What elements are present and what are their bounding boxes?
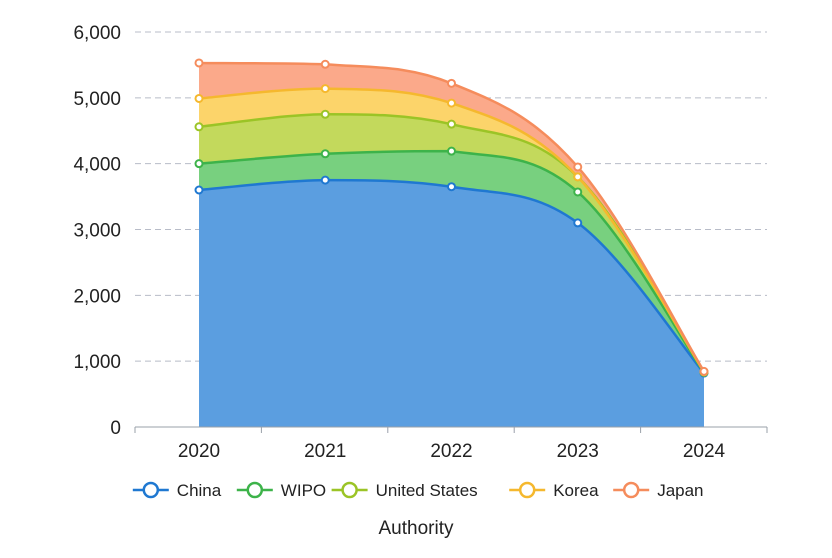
- y-tick-label: 6,000: [73, 23, 121, 44]
- x-tick-label: 2020: [178, 441, 220, 462]
- data-point: [448, 100, 455, 107]
- data-point: [701, 368, 708, 375]
- legend-marker: [624, 483, 638, 497]
- legend-label: China: [177, 481, 222, 500]
- y-tick-label: 5,000: [73, 89, 121, 110]
- data-point: [574, 188, 581, 195]
- data-point: [322, 111, 329, 118]
- x-tick-label: 2021: [304, 441, 346, 462]
- data-point: [574, 163, 581, 170]
- legend-marker: [248, 483, 262, 497]
- legend-marker: [343, 483, 357, 497]
- legend-label: Korea: [553, 481, 599, 500]
- data-point: [574, 173, 581, 180]
- legend-item-china: China: [133, 481, 222, 500]
- legend-marker: [144, 483, 158, 497]
- data-point: [322, 177, 329, 184]
- legend-item-japan: Japan: [613, 481, 703, 500]
- data-point: [196, 123, 203, 130]
- y-tick-label: 3,000: [73, 221, 121, 242]
- y-axis-ticks: 0 1,000 2,000 3,000 4,000 5,000 6,000: [73, 23, 121, 439]
- y-tick-label: 0: [110, 418, 121, 439]
- data-point: [196, 95, 203, 102]
- area-china: [199, 180, 704, 427]
- x-tick-label: 2023: [557, 441, 599, 462]
- y-tick-label: 1,000: [73, 352, 121, 373]
- x-axis-ticks: 2020 2021 2022 2023 2024: [135, 427, 767, 462]
- legend-item-united-states: United States: [332, 481, 478, 500]
- data-point: [448, 121, 455, 128]
- data-point: [574, 219, 581, 226]
- data-point: [322, 150, 329, 157]
- legend: China WIPO United States Korea Japan: [133, 481, 704, 500]
- x-tick-label: 2024: [683, 441, 726, 462]
- legend-label: WIPO: [281, 481, 326, 500]
- y-tick-label: 2,000: [73, 286, 121, 307]
- data-point: [322, 61, 329, 68]
- x-tick-label: 2022: [430, 441, 472, 462]
- data-point: [322, 85, 329, 92]
- data-point: [196, 187, 203, 194]
- data-point: [448, 183, 455, 190]
- y-tick-label: 4,000: [73, 155, 121, 176]
- legend-marker: [520, 483, 534, 497]
- legend-item-wipo: WIPO: [237, 481, 326, 500]
- data-point: [448, 148, 455, 155]
- x-axis-title: Authority: [379, 518, 454, 539]
- data-point: [448, 80, 455, 87]
- legend-label: Japan: [657, 481, 703, 500]
- legend-label: United States: [376, 481, 478, 500]
- data-point: [196, 160, 203, 167]
- data-point: [196, 59, 203, 66]
- legend-item-korea: Korea: [509, 481, 599, 500]
